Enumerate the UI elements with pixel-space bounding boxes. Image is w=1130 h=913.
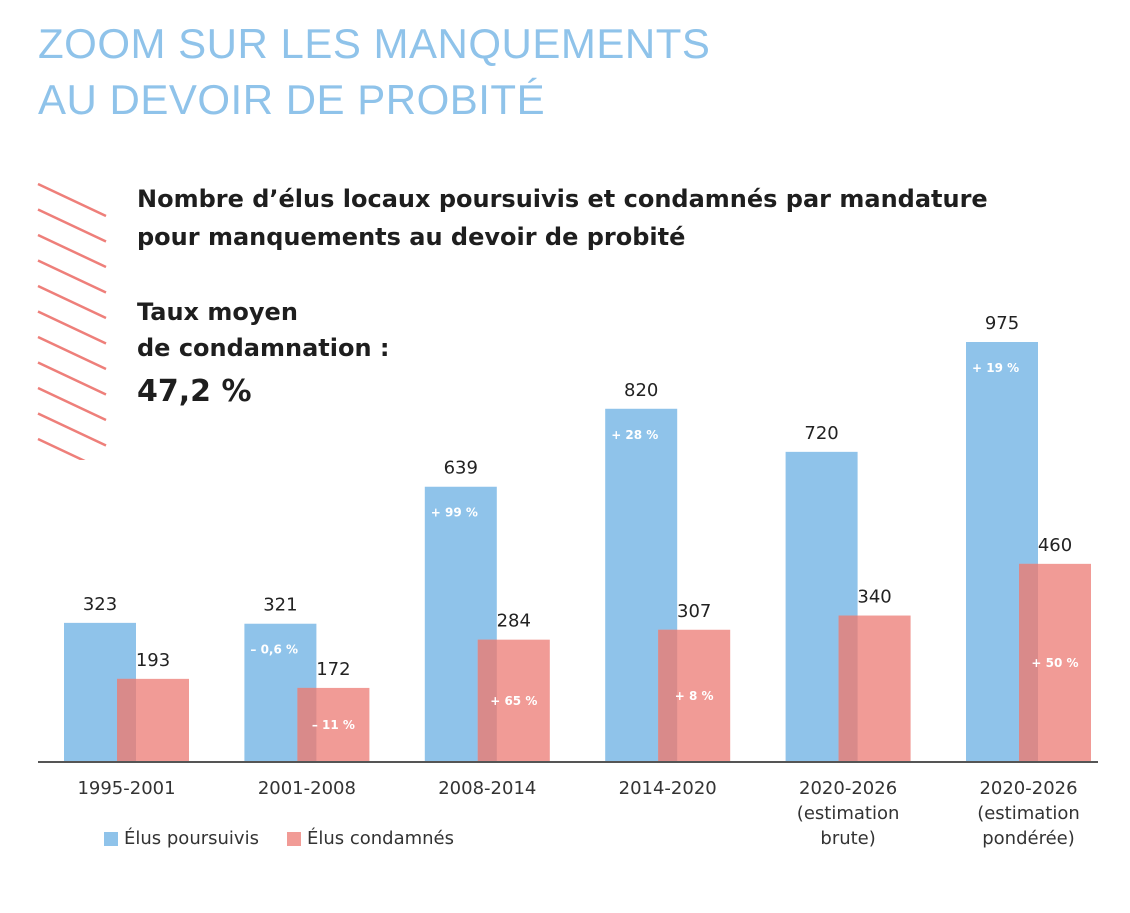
bar-overlap <box>477 639 497 762</box>
value-label-poursuivis: 639 <box>444 458 478 479</box>
conviction-rate-value: 47,2 % <box>137 374 252 409</box>
change-label-poursuivis: + 99 % <box>431 506 478 520</box>
hatch-line <box>37 361 107 396</box>
category-label: pondérée) <box>982 828 1075 849</box>
hatch-line <box>37 208 107 243</box>
heading-line-1: ZOOM SUR LES MANQUEMENTS <box>38 20 711 67</box>
conviction-rate-label-line-1: Taux moyen <box>137 298 298 326</box>
chart-legend: Élus poursuivis Élus condamnés <box>104 828 454 849</box>
hatch-line <box>37 335 107 371</box>
value-label-poursuivis: 323 <box>83 594 117 615</box>
hatch-line <box>37 310 107 345</box>
category-label: 2020-2026 <box>979 778 1077 799</box>
change-label-condamnes: – 11 % <box>312 718 355 732</box>
hatch-line <box>37 386 107 422</box>
category-label: 1995-2001 <box>77 778 175 799</box>
change-label-condamnes: + 50 % <box>1031 656 1078 670</box>
category-label: 2014-2020 <box>619 778 717 799</box>
value-label-poursuivis: 820 <box>624 380 658 401</box>
value-label-poursuivis: 720 <box>804 423 838 444</box>
legend-label-poursuivis: Élus poursuivis <box>124 828 259 849</box>
hatch-line <box>37 233 107 269</box>
change-label-poursuivis: – 0,6 % <box>250 643 298 657</box>
category-label: (estimation <box>977 803 1080 824</box>
change-label-condamnes: + 65 % <box>490 694 537 708</box>
value-label-poursuivis: 975 <box>985 313 1019 334</box>
change-label-poursuivis: + 28 % <box>611 428 658 442</box>
bar-overlap <box>117 678 136 762</box>
chart-title: Nombre d’élus locaux poursuivis et conda… <box>137 180 988 256</box>
page-heading: ZOOM SUR LES MANQUEMENTS AU DEVOIR DE PR… <box>38 16 710 128</box>
hatch-line <box>37 437 86 460</box>
change-label-condamnes: + 8 % <box>675 689 714 703</box>
category-label: 2008-2014 <box>438 778 536 799</box>
category-label: brute) <box>820 828 875 849</box>
bar-overlap <box>1019 563 1038 762</box>
value-label-condamnes: 307 <box>677 601 711 622</box>
legend-label-condamnes: Élus condamnés <box>306 828 455 849</box>
value-label-condamnes: 284 <box>497 611 531 632</box>
value-label-condamnes: 340 <box>857 587 891 608</box>
bar-overlap <box>297 687 317 762</box>
legend-swatch-poursuivis <box>104 831 118 846</box>
legend-item-poursuivis: Élus poursuivis <box>104 828 259 849</box>
chart-title-line-1: Nombre d’élus locaux poursuivis et conda… <box>137 185 988 213</box>
hatch-line <box>37 182 107 218</box>
hatch-decoration <box>37 182 107 460</box>
value-label-poursuivis: 321 <box>263 595 297 616</box>
category-label: 2020-2026 <box>799 778 897 799</box>
bar-overlap <box>658 629 678 762</box>
hatch-line <box>37 412 107 447</box>
category-label: (estimation <box>797 803 900 824</box>
value-label-condamnes: 172 <box>316 659 350 680</box>
value-label-condamnes: 193 <box>136 650 170 671</box>
conviction-rate-label: Taux moyen de condamnation : <box>137 294 390 366</box>
heading-line-2: AU DEVOIR DE PROBITÉ <box>38 76 546 123</box>
conviction-rate-label-line-2: de condamnation : <box>137 334 390 362</box>
value-label-condamnes: 460 <box>1038 535 1072 556</box>
hatch-line <box>37 259 107 294</box>
chart-title-line-2: pour manquements au devoir de probité <box>137 223 686 251</box>
hatch-line <box>37 284 107 320</box>
change-label-poursuivis: + 19 % <box>972 361 1019 375</box>
category-label: 2001-2008 <box>258 778 356 799</box>
legend-swatch-condamnes <box>286 831 301 846</box>
bar-overlap <box>838 615 858 762</box>
legend-item-condamnes: Élus condamnés <box>286 828 455 849</box>
